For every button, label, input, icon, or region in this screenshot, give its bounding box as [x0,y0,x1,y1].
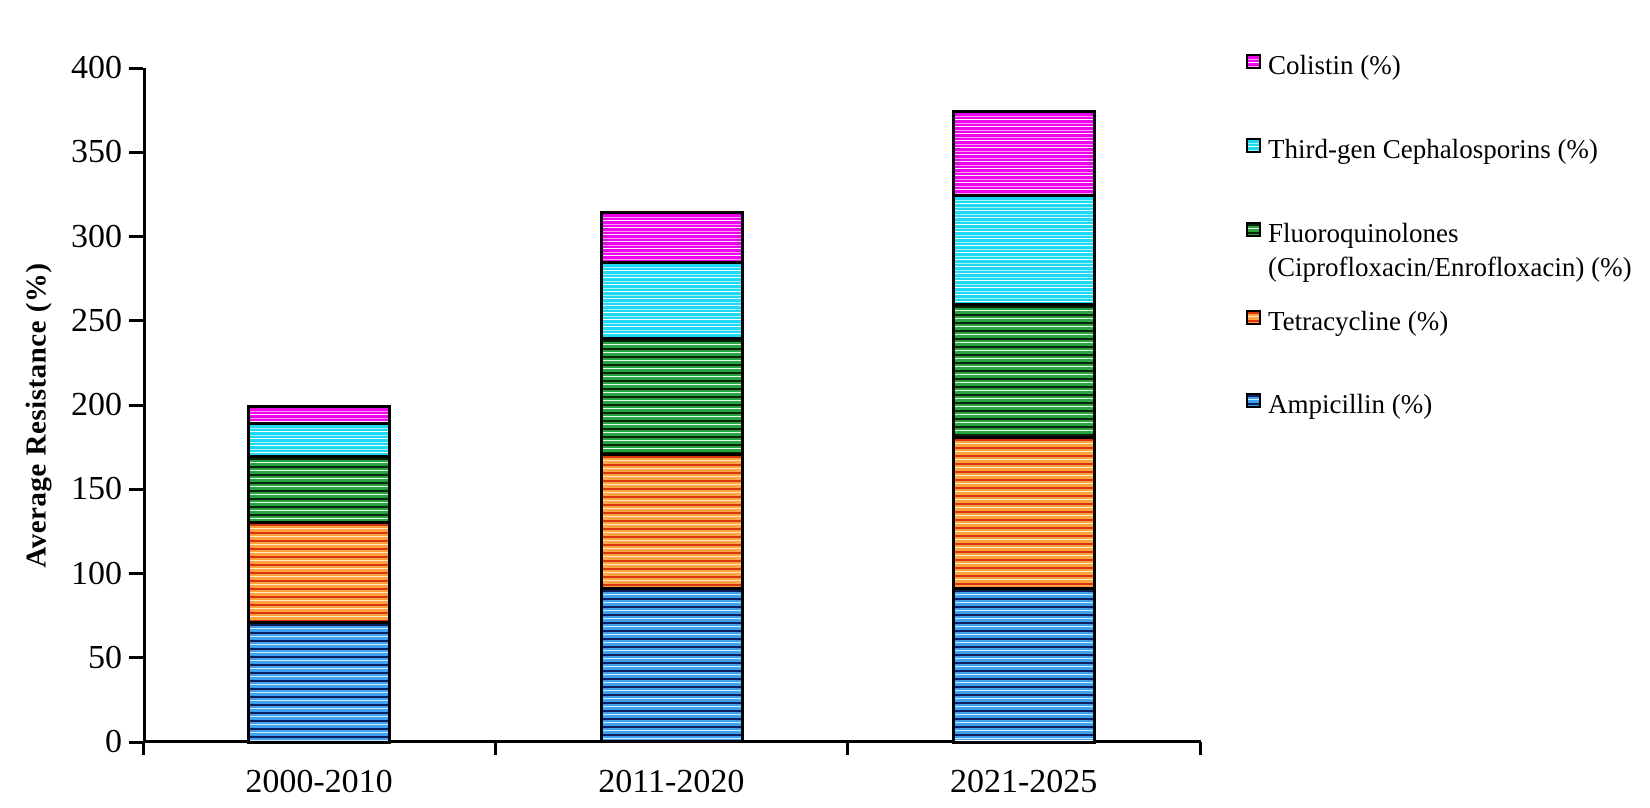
y-tick [129,66,143,70]
bar-segment [250,424,389,458]
legend-swatch-icon [1246,222,1261,237]
stacked-bar-2000-2010 [247,405,392,744]
stacked-bar-2021-2025 [951,110,1096,744]
y-tick-label: 350 [71,133,122,171]
x-tick [493,742,497,755]
bar-segment [954,439,1093,590]
x-category-label: 2000-2010 [245,763,393,800]
y-tick-label: 150 [71,470,122,508]
y-axis-line [143,68,146,742]
y-tick-label: 100 [71,554,122,592]
y-tick [129,235,143,238]
bar-segment [250,457,389,525]
y-tick [129,572,143,575]
x-tick [846,742,850,755]
legend-swatch-icon [1246,138,1261,153]
y-tick [129,487,143,491]
legend-swatch-icon [1246,54,1261,69]
bar-segment [954,196,1093,306]
bar-segment [602,264,741,340]
bar-segment [602,214,741,265]
bar-segment [602,590,741,741]
y-tick-label: 300 [71,217,122,255]
y-tick [129,319,143,323]
legend-label: Ampicillin (%) [1268,389,1433,419]
y-tick-label: 50 [88,638,122,676]
bar-segment [602,339,741,457]
legend-swatch-icon [1246,393,1261,408]
y-tick [129,403,143,407]
y-tick [129,150,143,154]
legend-label: Fluoroquinolones (Ciprofloxacin/Enrofloxa… [1268,218,1632,282]
x-category-label: 2011-2020 [598,763,745,800]
y-tick-label: 0 [105,723,122,760]
bar-segment [954,589,1093,741]
x-tick [141,742,145,755]
x-category-label: 2021-2025 [949,763,1098,800]
legend-swatch-icon [1246,310,1261,325]
legend-label: Colistin (%) [1268,50,1401,80]
y-tick [129,740,143,744]
bar-segment [602,456,741,591]
bar-segment [954,305,1093,440]
legend-label: Tetracycline (%) [1268,306,1449,336]
y-tick [129,656,143,660]
x-tick [1198,742,1202,755]
legend-label: Third-gen Cephalosporins (%) [1268,134,1598,164]
y-tick-label: 250 [71,301,122,339]
stacked-bar-2011-2020 [599,211,744,744]
bar-segment [250,624,389,741]
y-tick-label: 200 [71,386,122,423]
bar-segment [250,524,389,625]
y-tick-label: 400 [71,49,122,86]
bar-segment [250,408,389,425]
bar-segment [954,113,1093,197]
